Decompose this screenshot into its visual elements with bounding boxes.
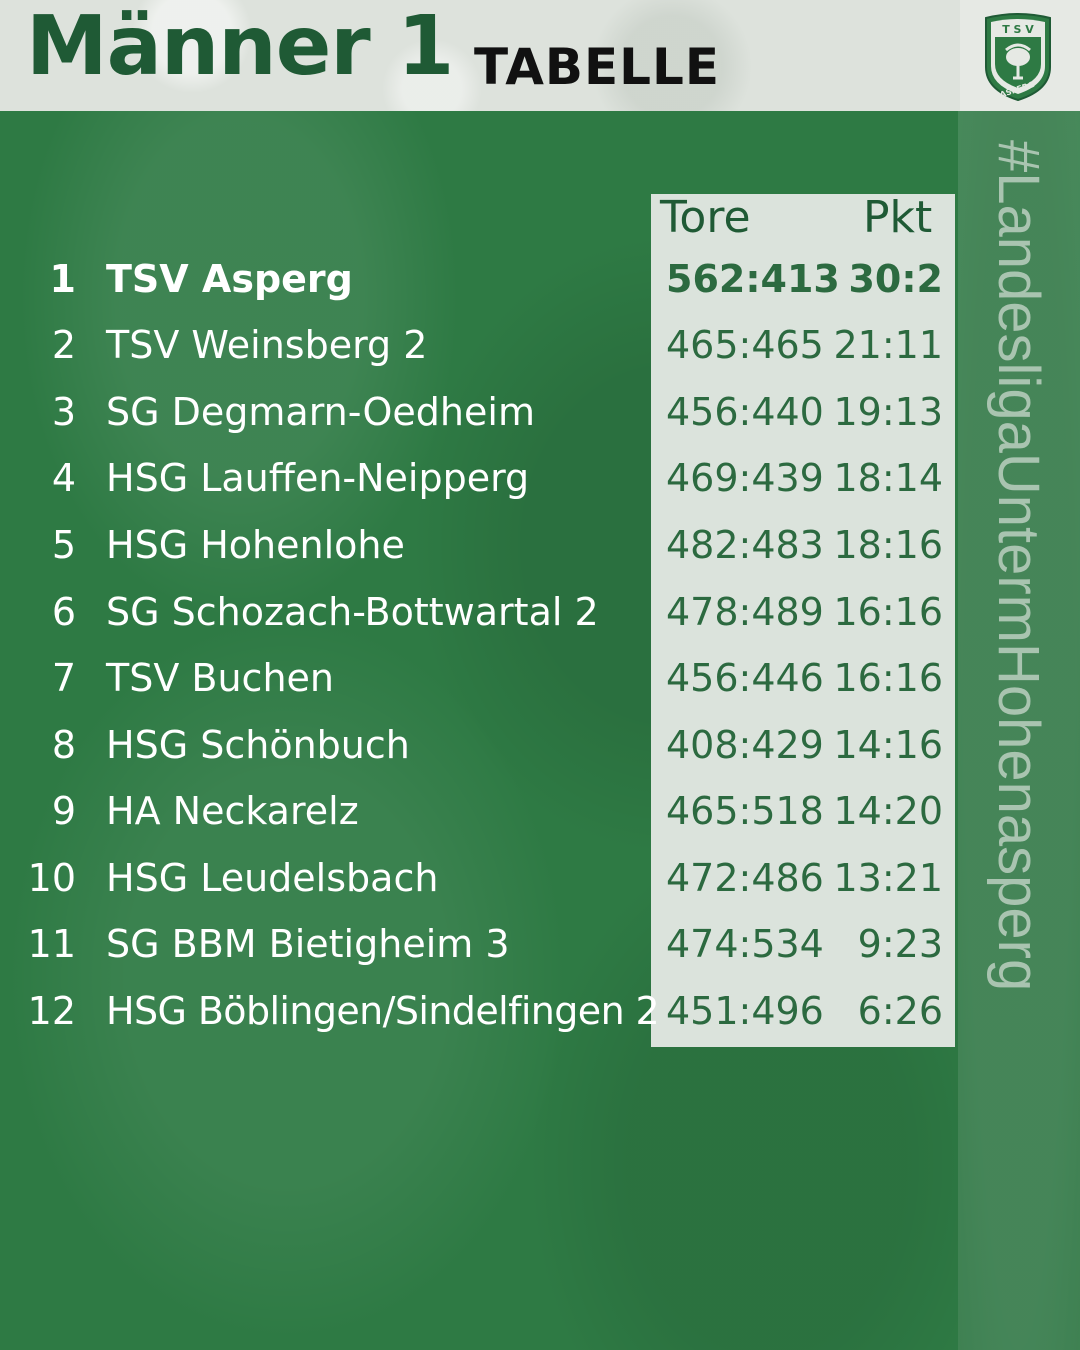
table-row: 6 SG Schozach-Bottwartal 2 478:489 16:16 xyxy=(0,587,958,637)
stats-panel xyxy=(651,194,955,1047)
goals: 478:489 xyxy=(666,590,824,634)
table-row: 5 HSG Hohenlohe 482:483 18:16 xyxy=(0,520,958,570)
logo-text-top: T S V xyxy=(1002,23,1034,36)
points: 9:23 xyxy=(857,922,943,966)
goals: 408:429 xyxy=(666,723,824,767)
hashtag-vertical: #LandesligaUntermHohenasperg xyxy=(986,140,1051,992)
goals: 451:496 xyxy=(666,989,824,1033)
team-name: HSG Schönbuch xyxy=(106,723,410,767)
goals: 465:465 xyxy=(666,323,824,367)
team-name: HSG Leudelsbach xyxy=(106,856,439,900)
team-name: SG BBM Bietigheim 3 xyxy=(106,922,510,966)
goals: 456:440 xyxy=(666,390,824,434)
team-name: HSG Lauffen-Neipperg xyxy=(106,456,530,500)
table-row: 2 TSV Weinsberg 2 465:465 21:11 xyxy=(0,320,958,370)
goals: 562:413 xyxy=(666,257,840,301)
team-name: TSV Asperg xyxy=(106,257,353,301)
table-row: 9 HA Neckarelz 465:518 14:20 xyxy=(0,786,958,836)
table-row: 3 SG Degmarn-Oedheim 456:440 19:13 xyxy=(0,387,958,437)
table-row: 1 TSV Asperg 562:413 30:2 xyxy=(0,254,958,304)
points: 6:26 xyxy=(857,989,943,1033)
table-row: 4 HSG Lauffen-Neipperg 469:439 18:14 xyxy=(0,453,958,503)
column-header-goals: Tore xyxy=(660,192,751,243)
rank: 12 xyxy=(27,989,76,1033)
points: 19:13 xyxy=(833,390,943,434)
rank: 2 xyxy=(51,323,76,367)
points: 13:21 xyxy=(833,856,943,900)
points: 18:14 xyxy=(833,456,943,500)
rank: 3 xyxy=(51,390,76,434)
goals: 474:534 xyxy=(666,922,824,966)
team-name: HSG Hohenlohe xyxy=(106,523,405,567)
rank: 4 xyxy=(51,456,76,500)
points: 14:16 xyxy=(833,723,943,767)
goals: 482:483 xyxy=(666,523,824,567)
points: 16:16 xyxy=(833,656,943,700)
rank: 11 xyxy=(27,922,76,966)
goals: 465:518 xyxy=(666,789,824,833)
side-strip xyxy=(958,111,1080,1350)
rank: 5 xyxy=(51,523,76,567)
header-band xyxy=(0,0,960,111)
goals: 456:446 xyxy=(666,656,824,700)
rank: 10 xyxy=(27,856,76,900)
table-row: 8 HSG Schönbuch 408:429 14:16 xyxy=(0,720,958,770)
points: 16:16 xyxy=(833,590,943,634)
tsv-asperg-crest-icon: T S V ASPERG xyxy=(985,13,1051,102)
team-name: SG Schozach-Bottwartal 2 xyxy=(106,590,599,634)
rank: 6 xyxy=(51,590,76,634)
points: 30:2 xyxy=(848,257,943,301)
team-name: TSV Buchen xyxy=(106,656,334,700)
rank: 9 xyxy=(51,789,76,833)
table-row: 7 TSV Buchen 456:446 16:16 xyxy=(0,653,958,703)
points: 18:16 xyxy=(833,523,943,567)
team-name: HSG Böblingen/Sindelfingen 2 xyxy=(106,989,660,1033)
page-title: Männer 1 xyxy=(26,0,454,94)
team-name: SG Degmarn-Oedheim xyxy=(106,390,535,434)
goals: 472:486 xyxy=(666,856,824,900)
points: 21:11 xyxy=(833,323,943,367)
team-name: HA Neckarelz xyxy=(106,789,359,833)
column-header-points: Pkt xyxy=(863,192,933,243)
page-subtitle: TABELLE xyxy=(474,38,721,96)
points: 14:20 xyxy=(833,789,943,833)
team-name: TSV Weinsberg 2 xyxy=(106,323,428,367)
rank: 8 xyxy=(51,723,76,767)
rank: 7 xyxy=(51,656,76,700)
table-row: 12 HSG Böblingen/Sindelfingen 2 451:496 … xyxy=(0,986,958,1036)
goals: 469:439 xyxy=(666,456,824,500)
rank: 1 xyxy=(49,257,76,301)
table-row: 10 HSG Leudelsbach 472:486 13:21 xyxy=(0,853,958,903)
table-row: 11 SG BBM Bietigheim 3 474:534 9:23 xyxy=(0,919,958,969)
